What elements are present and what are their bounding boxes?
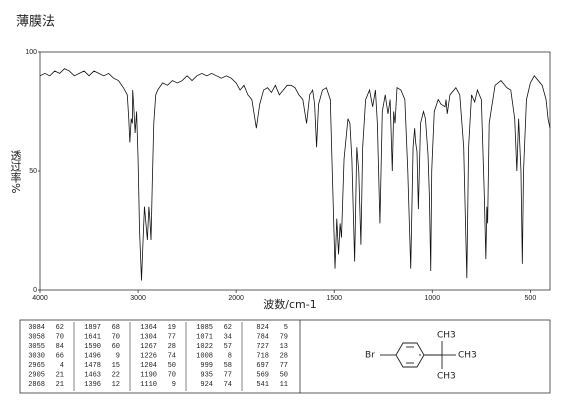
- x-tick-label: 1500: [326, 295, 342, 302]
- structure-bonds: [380, 341, 456, 369]
- table-wavenumber: 1304: [140, 333, 157, 341]
- table-wavenumber: 1478: [84, 362, 101, 370]
- table-wavenumber: 784: [256, 333, 269, 341]
- spectrum-line: [39, 68, 551, 281]
- table-transmittance: 50: [168, 362, 176, 370]
- table-transmittance: 4: [60, 362, 64, 370]
- table-wavenumber: 2868: [28, 381, 45, 389]
- table-wavenumber: 1590: [84, 343, 101, 351]
- table-wavenumber: 935: [200, 371, 213, 379]
- table-wavenumber: 924: [200, 381, 213, 389]
- table-wavenumber: 1641: [84, 333, 101, 341]
- table-wavenumber: 541: [256, 381, 269, 389]
- table-wavenumber: 3030: [28, 352, 45, 360]
- x-tick-label: 500: [525, 295, 537, 302]
- table-wavenumber: 727: [256, 343, 269, 351]
- x-axis-label: 波数/cm-1: [263, 298, 316, 311]
- x-tick-label: 4000: [32, 295, 48, 302]
- table-transmittance: 5: [284, 324, 288, 332]
- y-tick-label: 50: [29, 168, 37, 175]
- table-wavenumber: 824: [256, 324, 269, 332]
- table-wavenumber: 569: [256, 371, 269, 379]
- table-wavenumber: 1022: [196, 343, 213, 351]
- table-wavenumber: 3055: [28, 343, 45, 351]
- table-transmittance: 28: [168, 343, 176, 351]
- table-transmittance: 21: [56, 381, 64, 389]
- table-wavenumber: 1226: [140, 352, 157, 360]
- table-wavenumber: 2965: [28, 362, 45, 370]
- table-wavenumber: 1008: [196, 352, 213, 360]
- structure-label: Br: [365, 351, 375, 361]
- table-wavenumber: 718: [256, 352, 269, 360]
- table-transmittance: 58: [224, 362, 232, 370]
- table-wavenumber: 1204: [140, 362, 157, 370]
- table-transmittance: 62: [224, 324, 232, 332]
- table-transmittance: 57: [224, 343, 232, 351]
- table-transmittance: 66: [56, 352, 64, 360]
- table-wavenumber: 1897: [84, 324, 101, 332]
- y-tick-label: 0: [33, 287, 37, 294]
- table-wavenumber: 1396: [84, 381, 101, 389]
- table-wavenumber: 3058: [28, 333, 45, 341]
- table-transmittance: 84: [56, 343, 64, 351]
- y-axis-label: 透过率%: [9, 150, 22, 194]
- table-transmittance: 15: [112, 362, 120, 370]
- table-transmittance: 34: [224, 333, 232, 341]
- table-transmittance: 77: [168, 333, 176, 341]
- x-tick-label: 3000: [130, 295, 146, 302]
- x-tick-label: 2000: [228, 295, 244, 302]
- table-transmittance: 21: [56, 371, 64, 379]
- table-wavenumber: 1071: [196, 333, 213, 341]
- table-wavenumber: 1110: [140, 381, 157, 389]
- page-title: 薄膜法: [16, 15, 55, 30]
- table-transmittance: 70: [168, 371, 176, 379]
- table-transmittance: 13: [280, 343, 288, 351]
- table-wavenumber: 697: [256, 362, 269, 370]
- table-transmittance: 74: [224, 381, 232, 389]
- table-transmittance: 79: [280, 333, 288, 341]
- structure-label: CH3: [458, 351, 477, 361]
- table-transmittance: 28: [280, 352, 288, 360]
- table-wavenumber: 1364: [140, 324, 157, 332]
- table-transmittance: 62: [56, 324, 64, 332]
- x-tick-label: 1000: [425, 295, 441, 302]
- structure-label: CH3: [437, 372, 456, 382]
- table-frame: [19, 319, 551, 394]
- table-transmittance: 68: [112, 324, 120, 332]
- table-transmittance: 8: [228, 352, 232, 360]
- table-wavenumber: 1267: [140, 343, 157, 351]
- table-transmittance: 12: [112, 381, 120, 389]
- table-transmittance: 77: [224, 371, 232, 379]
- table-transmittance: 74: [168, 352, 176, 360]
- table-transmittance: 70: [56, 333, 64, 341]
- table-transmittance: 19: [168, 324, 176, 332]
- table-wavenumber: 999: [200, 362, 213, 370]
- table-transmittance: 60: [112, 343, 120, 351]
- table-wavenumber: 3084: [28, 324, 45, 332]
- table-wavenumber: 1463: [84, 371, 101, 379]
- table-transmittance: 22: [112, 371, 120, 379]
- table-transmittance: 70: [112, 333, 120, 341]
- table-transmittance: 77: [280, 362, 288, 370]
- table-transmittance: 50: [280, 371, 288, 379]
- structure-label: CH3: [437, 331, 456, 341]
- y-tick-label: 100: [25, 49, 37, 56]
- table-wavenumber: 2905: [28, 371, 45, 379]
- table-transmittance: 9: [116, 352, 120, 360]
- table-transmittance: 11: [280, 381, 288, 389]
- table-wavenumber: 1496: [84, 352, 101, 360]
- table-wavenumber: 1190: [140, 371, 157, 379]
- table-transmittance: 9: [172, 381, 176, 389]
- table-wavenumber: 1085: [196, 324, 213, 332]
